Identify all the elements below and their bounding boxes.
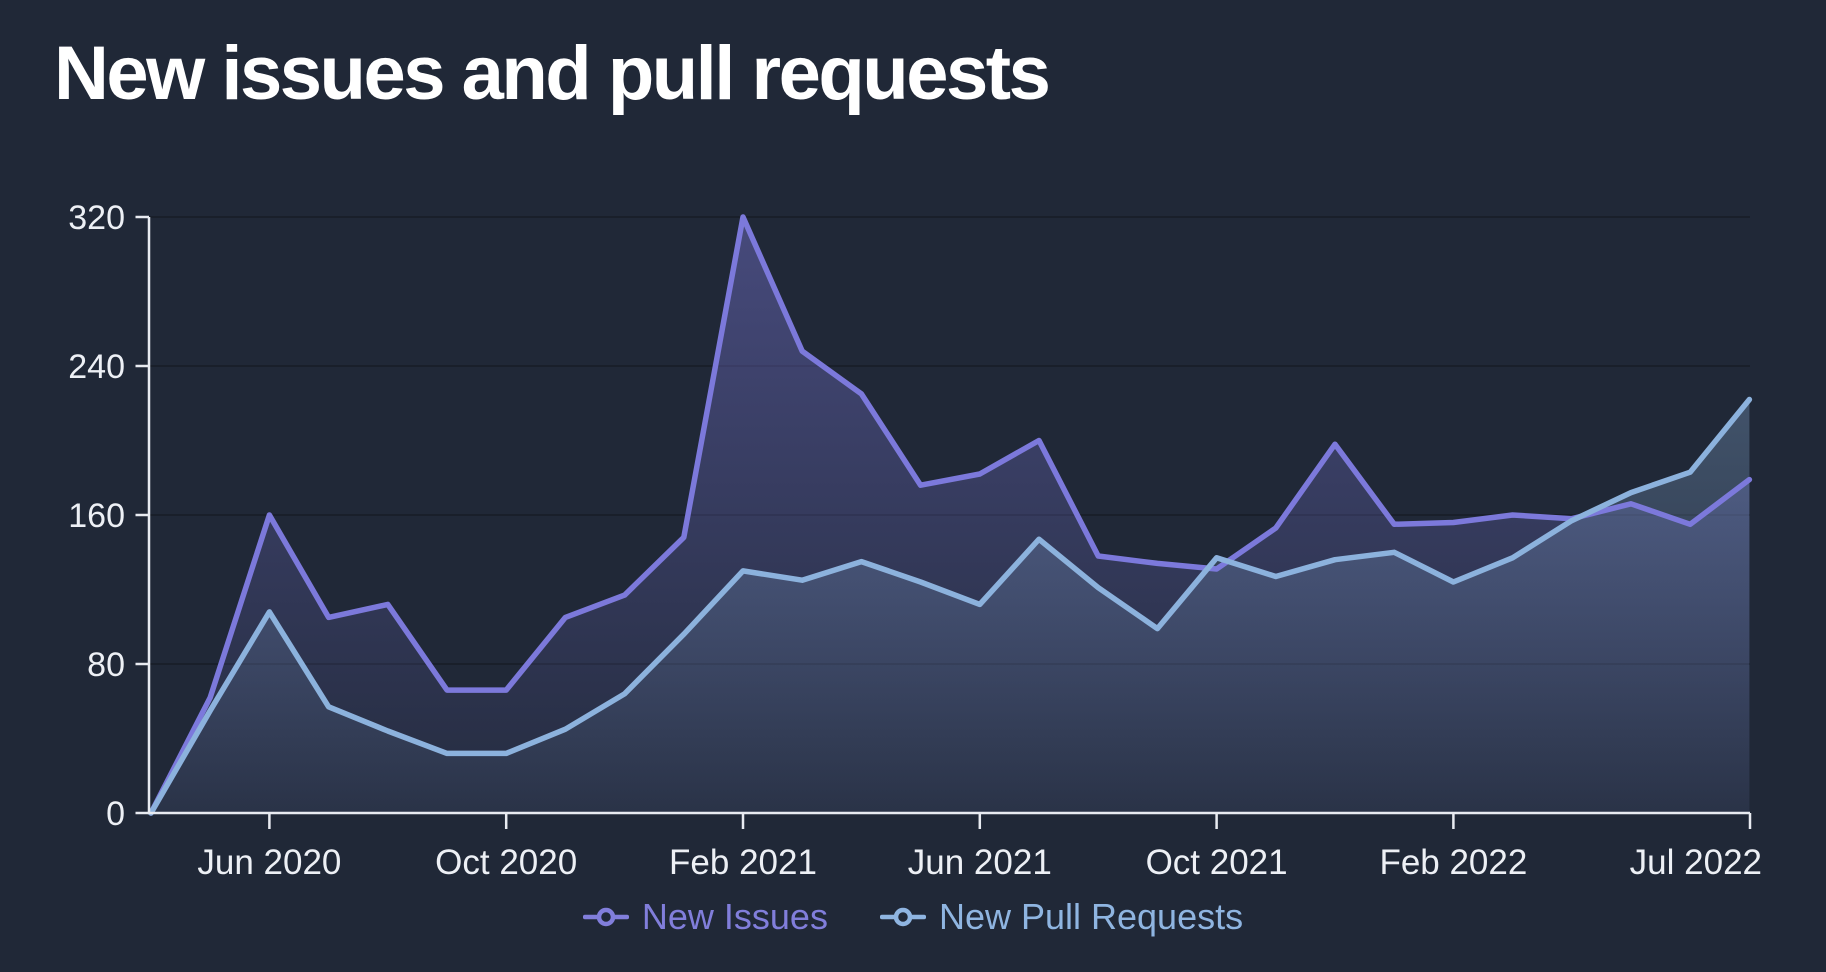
new-pull-requests-line (148, 396, 1753, 816)
x-tick-label: Jun 2021 (908, 843, 1052, 882)
y-tick-label: 240 (68, 348, 125, 386)
x-tick-label: Jul 2022 (1630, 843, 1762, 882)
legend-item-new-issues[interactable]: New Issues (582, 896, 828, 938)
y-tick-label: 320 (68, 199, 125, 237)
x-tick-label: Feb 2022 (1379, 843, 1527, 882)
new-pull-requests-area (151, 399, 1750, 813)
legend-marker-icon (582, 907, 629, 927)
y-tick-label: 160 (68, 497, 125, 535)
legend-label: New Issues (641, 896, 828, 937)
page-title: New issues and pull requests (54, 31, 1051, 116)
chart-legend: New Issues New Pull Requests (0, 896, 1826, 938)
x-tick-label: Oct 2020 (435, 843, 577, 882)
x-tick-label: Jun 2020 (197, 843, 341, 882)
legend-marker-icon (879, 907, 926, 927)
new-issues-line (148, 214, 1753, 816)
y-tick-label: 80 (87, 646, 125, 684)
legend-label: New Pull Requests (938, 896, 1244, 937)
legend-item-new-pull-requests[interactable]: New Pull Requests (879, 896, 1244, 938)
y-tick-label: 0 (106, 795, 125, 833)
x-tick-label: Oct 2021 (1146, 843, 1288, 882)
x-tick-label: Feb 2021 (669, 843, 817, 882)
axes: 0 80 160 240 320 Jun 2020 Oct 2020 Feb 2021 Jun … (68, 199, 1762, 882)
